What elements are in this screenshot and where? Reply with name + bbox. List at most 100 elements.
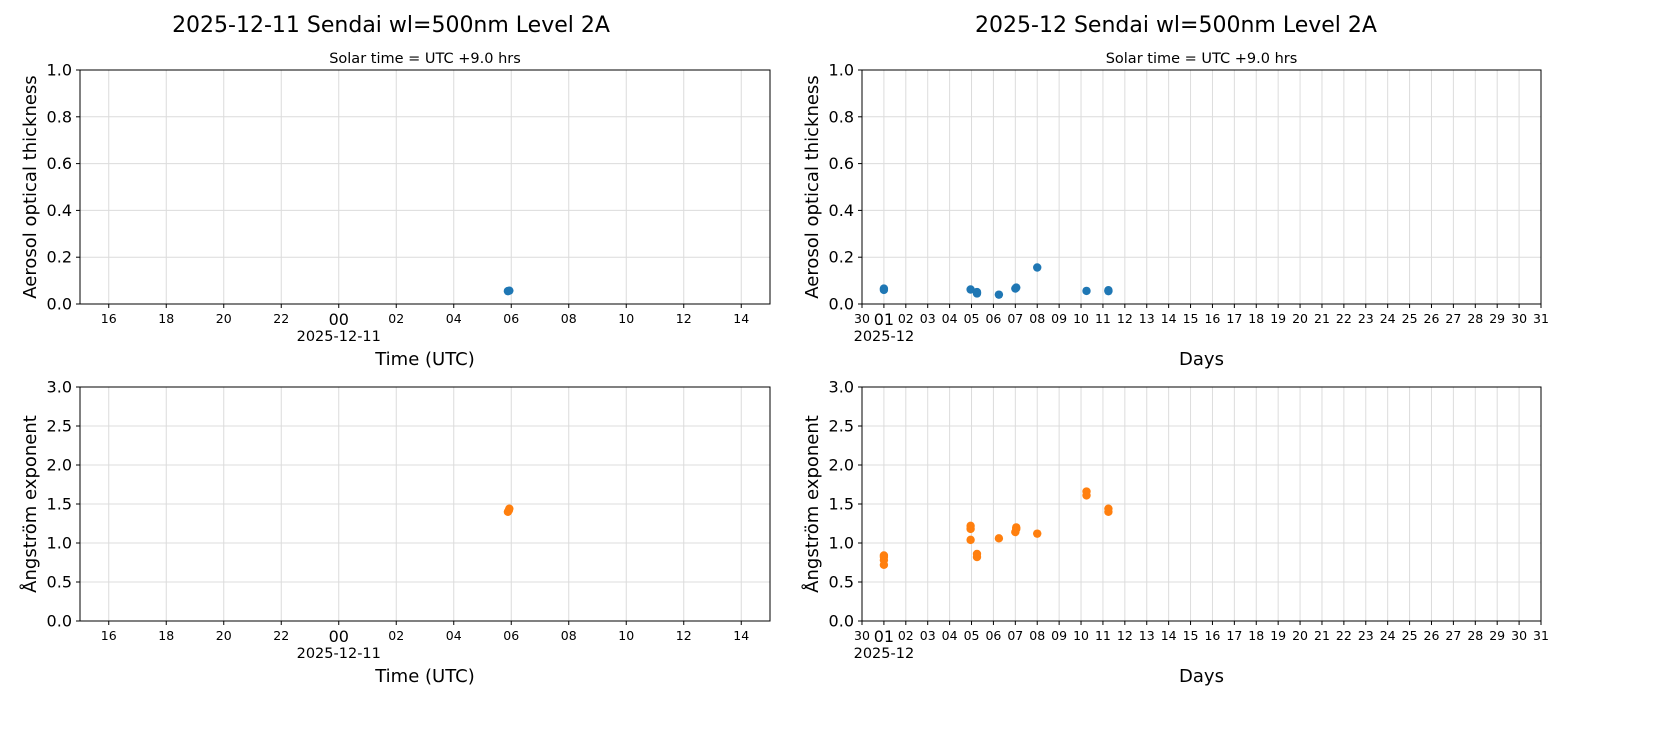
x-tick-label: 13	[1139, 311, 1155, 326]
x-tick-label: 08	[1029, 628, 1045, 643]
x-tick-label: 28	[1467, 628, 1483, 643]
axes-frame	[79, 69, 771, 305]
x-tick-label: 02	[388, 311, 404, 326]
data-point	[966, 521, 975, 531]
x-tick-label: 30	[1511, 628, 1527, 643]
x-tick-label: 00	[329, 627, 349, 646]
x-tick-label: 06	[503, 628, 519, 643]
x-tick-label: 16	[101, 628, 117, 643]
y-tick-label: 3.0	[47, 378, 72, 397]
x-tick-label: 08	[561, 628, 577, 643]
x-tick-label: 31	[1533, 628, 1549, 643]
x-date-label: 2025-12	[854, 329, 915, 345]
x-tick-label: 26	[1424, 311, 1440, 326]
x-tick-label: 21	[1314, 311, 1330, 326]
x-tick-label: 17	[1226, 311, 1242, 326]
y-tick-label: 2.5	[47, 417, 72, 436]
chart-title: 2025-12-11 Sendai wl=500nm Level 2A	[172, 13, 610, 38]
x-tick-label: 24	[1380, 311, 1396, 326]
x-tick-label: 29	[1489, 628, 1505, 643]
x-tick-label: 07	[1007, 311, 1023, 326]
x-tick-label: 12	[676, 628, 692, 643]
x-tick-label: 20	[216, 628, 232, 643]
x-tick-label: 16	[1204, 311, 1220, 326]
y-tick-label: 0.4	[47, 201, 72, 220]
y-axis-label: Aerosol optical thickness	[20, 75, 41, 298]
data-point	[972, 549, 982, 559]
y-tick-label: 3.0	[829, 378, 854, 397]
x-axis-label: Days	[1179, 349, 1224, 370]
x-axis-label: Time (UTC)	[374, 666, 475, 687]
x-tick-label: 21	[1314, 628, 1330, 643]
x-tick-label: 01	[874, 627, 894, 646]
y-tick-label: 1.5	[829, 495, 854, 514]
x-date-label: 2025-12	[854, 646, 915, 662]
x-tick-label: 18	[1248, 628, 1264, 643]
x-tick-label: 02	[898, 311, 914, 326]
x-tick-label: 18	[158, 628, 174, 643]
chart-subtitle: Solar time = UTC +9.0 hrs	[1106, 51, 1298, 67]
x-tick-label: 03	[920, 311, 936, 326]
data-point	[972, 287, 982, 297]
y-axis-label: Ångström exponent	[19, 415, 41, 593]
x-tick-label: 15	[1183, 628, 1199, 643]
x-tick-label: 11	[1095, 311, 1111, 326]
y-tick-label: 0.0	[47, 612, 72, 631]
x-tick-label: 12	[1117, 628, 1133, 643]
x-tick-label: 22	[273, 311, 289, 326]
y-tick-label: 0.6	[829, 154, 854, 173]
chart-title: 2025-12 Sendai wl=500nm Level 2A	[975, 13, 1377, 38]
data-point	[1012, 523, 1021, 532]
x-tick-label: 23	[1358, 628, 1374, 643]
x-tick-label: 09	[1051, 311, 1067, 326]
x-tick-label: 05	[964, 628, 980, 643]
axes-frame	[861, 386, 1542, 622]
y-tick-label: 2.0	[829, 456, 854, 475]
y-axis-label: Ångström exponent	[801, 415, 823, 593]
data-point	[1082, 286, 1091, 296]
subplot-1: 2025-12-11 Sendai wl=500nm Level 2A Solar…	[20, 13, 771, 370]
x-axis-label: Days	[1179, 666, 1224, 687]
data-point	[994, 534, 1004, 543]
x-tick-label: 20	[216, 311, 232, 326]
data-point	[879, 551, 889, 560]
x-tick-label: 25	[1402, 628, 1418, 643]
x-tick-label: 14	[733, 311, 749, 326]
x-tick-label: 06	[503, 311, 519, 326]
data-point	[1104, 285, 1113, 295]
data-point	[1104, 504, 1113, 513]
data-point	[505, 504, 514, 513]
x-tick-label: 16	[101, 311, 117, 326]
y-tick-label: 0.2	[829, 248, 854, 267]
x-tick-label: 06	[985, 628, 1001, 643]
data-point	[966, 285, 975, 294]
x-tick-label: 13	[1139, 628, 1155, 643]
y-tick-label: 1.0	[47, 61, 72, 80]
x-tick-label: 06	[985, 311, 1001, 326]
subplot-2: 2025-12 Sendai wl=500nm Level 2A Solar ti…	[802, 13, 1549, 370]
y-tick-label: 1.0	[47, 534, 72, 553]
data-point	[994, 290, 1004, 299]
y-tick-label: 0.8	[829, 107, 854, 126]
x-tick-label: 19	[1270, 311, 1286, 326]
x-tick-label: 25	[1402, 311, 1418, 326]
x-tick-label: 10	[1073, 628, 1089, 643]
x-tick-label: 10	[618, 628, 634, 643]
x-tick-label: 10	[1073, 311, 1089, 326]
data-point	[1082, 487, 1091, 496]
y-axis-label: Aerosol optical thickness	[802, 75, 823, 298]
x-tick-label: 31	[1533, 311, 1549, 326]
y-tick-label: 1.0	[829, 534, 854, 553]
y-tick-label: 0.5	[47, 573, 72, 592]
x-tick-label: 08	[1029, 311, 1045, 326]
x-tick-label: 00	[329, 310, 349, 329]
y-tick-label: 0.6	[47, 154, 72, 173]
x-tick-label: 04	[942, 628, 958, 643]
x-tick-label: 02	[898, 628, 914, 643]
x-tick-label: 22	[273, 628, 289, 643]
y-tick-label: 0.0	[829, 295, 854, 314]
data-point	[879, 284, 889, 293]
